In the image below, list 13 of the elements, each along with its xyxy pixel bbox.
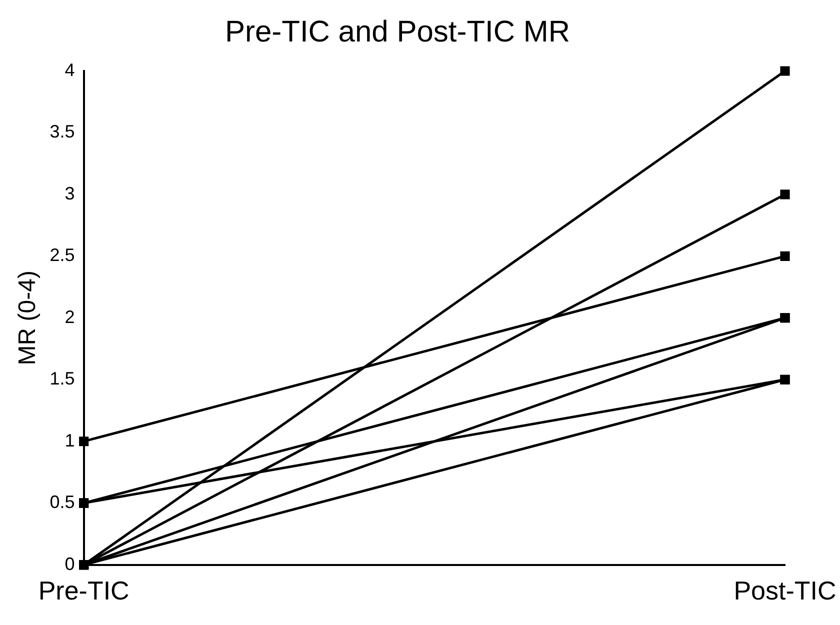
y-tick-label: 3.5	[50, 122, 75, 142]
y-tick-label: 1	[64, 430, 75, 450]
y-tick-label: 1.5	[50, 368, 75, 389]
y-tick-label: 0.5	[50, 492, 75, 512]
y-tick-label: 2.5	[50, 245, 75, 266]
y-axis-title: MR (0-4)	[14, 270, 42, 366]
y-tick-label: 2	[64, 306, 75, 327]
y-tick-label: 3	[64, 183, 75, 204]
x-tick-label: Pre-TIC	[38, 576, 130, 606]
y-tick-label: 4	[64, 60, 75, 80]
y-tick-label: 0	[64, 554, 75, 574]
chart-title: Pre-TIC and Post-TIC MR	[224, 15, 570, 48]
x-tick-label: Post-TIC	[734, 576, 836, 606]
